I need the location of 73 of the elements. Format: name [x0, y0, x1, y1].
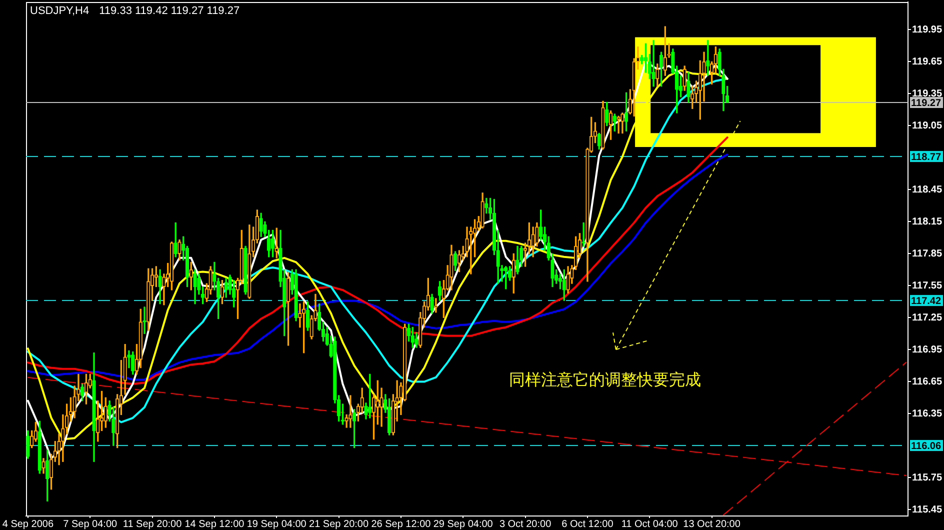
ref-line-label: 118.77 [911, 152, 942, 163]
candlestick [430, 294, 434, 314]
candlestick [531, 226, 535, 258]
y-tick-label: 115.75 [912, 472, 942, 484]
x-tick-label: 14 Sep 12:00 [184, 518, 245, 530]
candlestick [274, 228, 278, 258]
y-tick-label: 116.95 [912, 344, 942, 356]
x-tick-label: 11 Oct 04:00 [621, 518, 678, 530]
candlestick [146, 268, 150, 331]
chart-title: USDJPY,H4 [30, 5, 90, 17]
candlestick [352, 409, 356, 448]
chart-subtitle: 119.33 119.42 119.27 119.27 [99, 5, 240, 17]
x-tick-label: 11 Sep 20:00 [122, 518, 182, 530]
candlestick [597, 132, 601, 150]
candlestick [127, 350, 131, 368]
y-tick-label: 119.05 [912, 120, 942, 132]
candlestick [652, 40, 656, 87]
candlestick [294, 269, 298, 322]
candlestick [504, 266, 508, 290]
candlestick [131, 351, 135, 374]
y-tick-label: 119.65 [912, 56, 942, 68]
candlestick [582, 222, 586, 247]
x-tick-label: 3 Oct 20:00 [499, 518, 552, 530]
candlestick [348, 395, 352, 428]
ref-line-label: 116.06 [911, 440, 942, 452]
y-tick-label: 116.35 [912, 408, 942, 420]
candlestick [80, 383, 84, 402]
candlestick [286, 271, 290, 346]
y-tick-label: 118.15 [912, 216, 942, 228]
candlestick [608, 110, 613, 140]
candlestick [244, 246, 248, 295]
x-tick-label: 13 Oct 20:00 [683, 518, 741, 530]
candlestick [620, 112, 624, 134]
candlestick [26, 430, 30, 459]
y-tick-label: 116.65 [912, 376, 942, 388]
x-tick-label: 26 Sep 12:00 [371, 518, 432, 530]
candlestick [624, 92, 628, 132]
candlestick [640, 54, 644, 64]
candlestick [434, 298, 438, 313]
candlestick [512, 253, 516, 294]
annotation: 同样注意它的调整快要完成 [508, 370, 701, 390]
x-tick-label: 21 Sep 20:00 [309, 518, 369, 530]
candlestick [566, 266, 570, 294]
candlestick [38, 420, 42, 474]
ref-line-label: 117.42 [911, 296, 942, 307]
candlestick [142, 306, 146, 334]
y-tick-label: 115.45 [912, 504, 942, 516]
candlestick [686, 72, 690, 103]
candlestick [154, 266, 158, 288]
y-tick-label: 117.25 [912, 312, 942, 324]
candlestick [170, 242, 174, 290]
candlestick [601, 100, 605, 150]
candlestick [92, 352, 96, 462]
candlestick [663, 26, 667, 76]
y-tick-label: 119.95 [912, 24, 942, 36]
candlestick [480, 192, 484, 228]
x-tick-label: 29 Sep 04:00 [433, 518, 494, 530]
candlestick [450, 244, 454, 290]
x-tick-label: 4 Sep 2006 [2, 518, 54, 530]
candlestick [42, 458, 46, 474]
candlestick [178, 239, 182, 260]
y-tick-label: 119.35 [912, 88, 942, 100]
y-tick-label: 117.55 [912, 280, 942, 292]
ref-line-label: 119.27 [911, 98, 942, 109]
x-tick-label: 19 Sep 04:00 [246, 518, 307, 530]
x-tick-label: 6 Oct 12:00 [562, 518, 614, 530]
candlestick [659, 52, 664, 87]
candlestick [605, 102, 609, 126]
y-tick-label: 117.85 [912, 248, 942, 260]
x-tick-label: 7 Sep 04:00 [63, 518, 118, 530]
candlestick [259, 212, 263, 237]
y-tick-label: 118.45 [912, 184, 942, 196]
candlestick [248, 224, 252, 299]
